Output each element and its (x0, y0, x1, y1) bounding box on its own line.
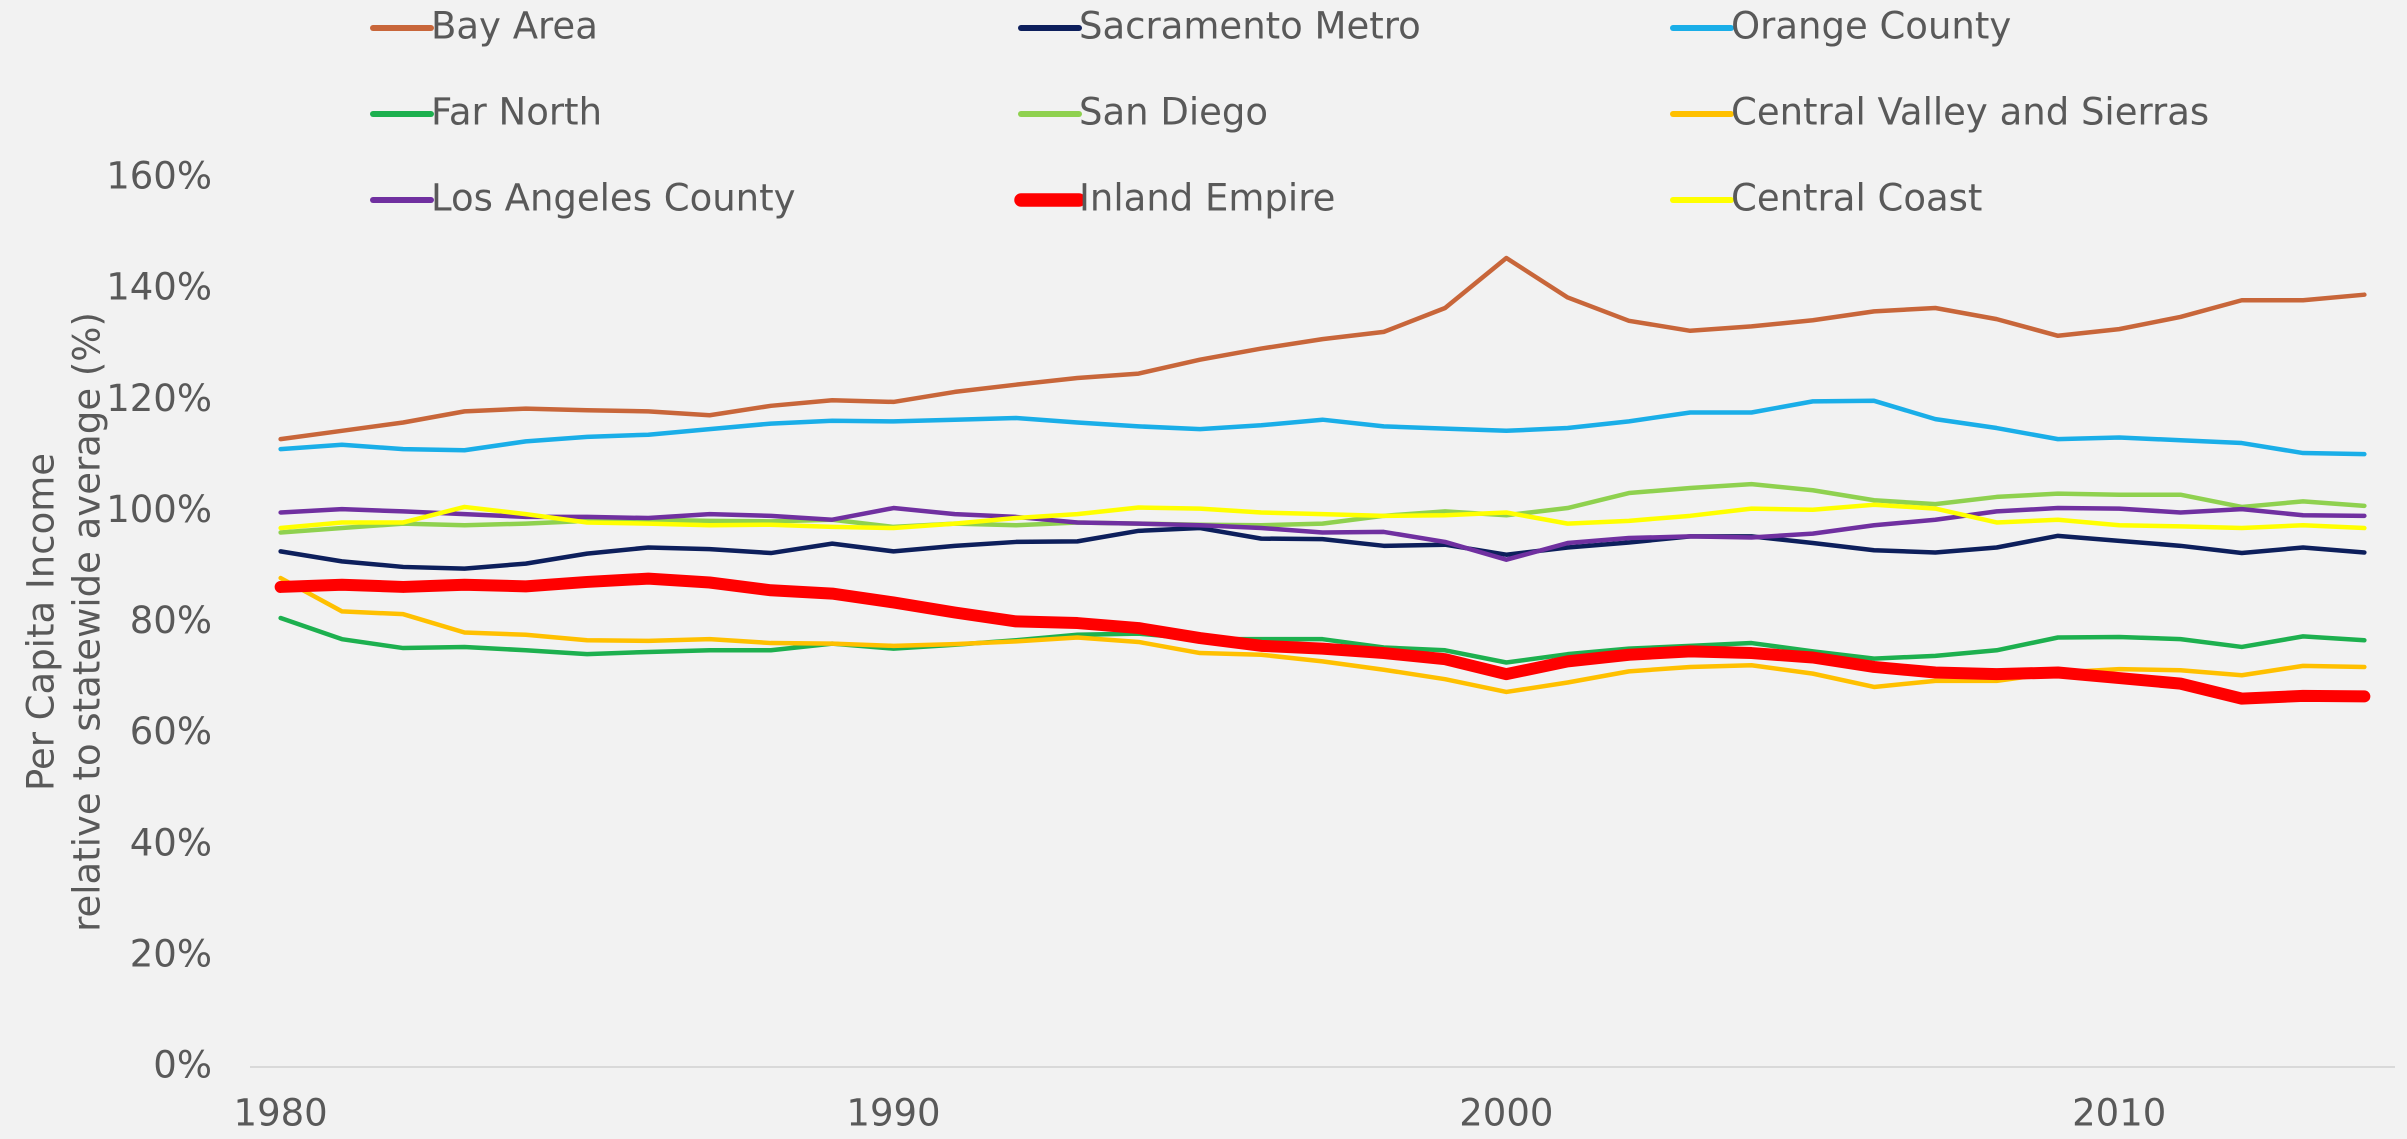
y-tick-label: 160% (106, 155, 212, 198)
y-tick-label: 140% (106, 266, 212, 309)
y-tick-label: 80% (130, 599, 212, 642)
y-axis-title: Per Capita Income relative to statewide … (20, 312, 109, 932)
series-line (278, 502, 2367, 531)
x-tick-label: 1990 (846, 1092, 940, 1135)
legend-label: Los Angeles County (431, 177, 796, 220)
y-tick-label: 20% (130, 932, 212, 975)
legend-label: Far North (431, 91, 602, 134)
series-line (278, 505, 2367, 562)
legend-label: Sacramento Metro (1079, 5, 1421, 48)
series-line (278, 255, 2367, 442)
y-tick-label: 120% (106, 377, 212, 420)
legend-label: Central Coast (1731, 177, 1982, 220)
x-tick-label: 1980 (234, 1092, 328, 1135)
y-tick-label: 0% (153, 1044, 212, 1087)
x-tick-label: 2010 (2072, 1092, 2166, 1135)
series-line (278, 525, 2367, 571)
y-axis-title-line: relative to statewide average (%) (66, 312, 109, 932)
legend-label: Central Valley and Sierras (1731, 91, 2209, 134)
series-line (278, 481, 2367, 535)
y-axis-title-line: Per Capita Income (20, 453, 63, 791)
x-tick-label: 2000 (1459, 1092, 1553, 1135)
legend-label: San Diego (1079, 91, 1268, 134)
legend-label: Orange County (1731, 5, 2011, 48)
legend-label: Inland Empire (1079, 177, 1335, 220)
series-line (278, 398, 2367, 457)
legend-label: Bay Area (431, 5, 598, 48)
series-line (274, 572, 2371, 705)
y-tick-label: 60% (130, 710, 212, 753)
series-line (278, 615, 2367, 665)
y-tick-label: 100% (106, 488, 212, 531)
y-tick-label: 40% (130, 821, 212, 864)
